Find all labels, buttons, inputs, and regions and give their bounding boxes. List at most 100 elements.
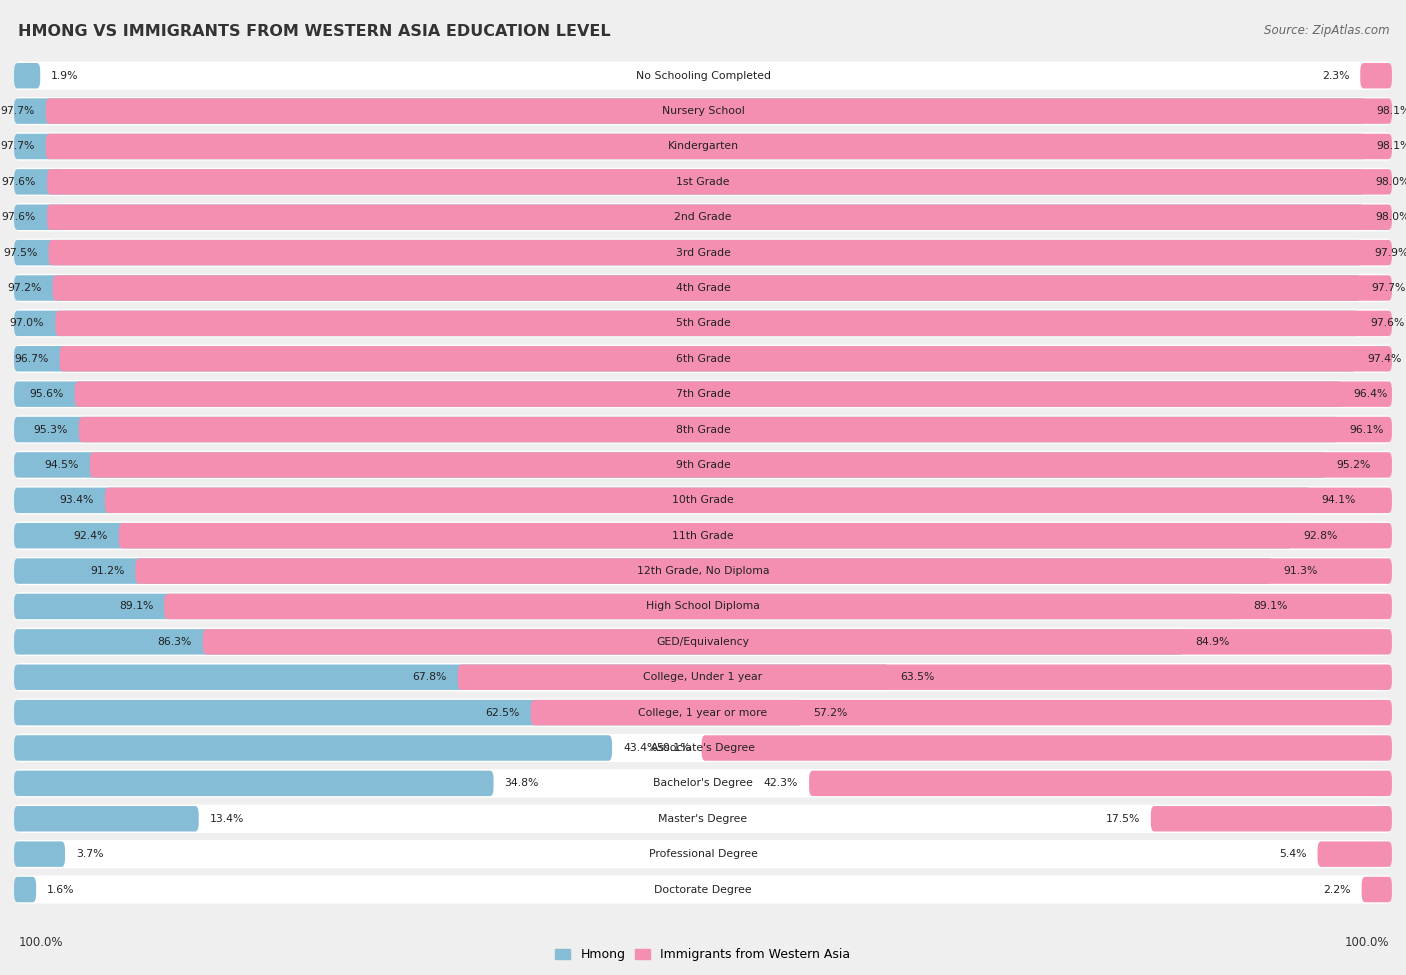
FancyBboxPatch shape — [14, 594, 1241, 619]
FancyBboxPatch shape — [14, 205, 1364, 230]
FancyBboxPatch shape — [14, 841, 65, 867]
Text: 95.3%: 95.3% — [34, 424, 67, 435]
Text: Bachelor's Degree: Bachelor's Degree — [652, 778, 754, 789]
Text: 97.6%: 97.6% — [1, 213, 37, 222]
FancyBboxPatch shape — [14, 806, 198, 832]
FancyBboxPatch shape — [14, 840, 1392, 869]
Text: 86.3%: 86.3% — [157, 637, 191, 646]
FancyBboxPatch shape — [14, 240, 1362, 265]
FancyBboxPatch shape — [46, 134, 1392, 159]
Text: College, 1 year or more: College, 1 year or more — [638, 708, 768, 718]
FancyBboxPatch shape — [1152, 806, 1392, 832]
Text: 97.0%: 97.0% — [10, 319, 45, 329]
FancyBboxPatch shape — [14, 557, 1392, 585]
Text: 2.2%: 2.2% — [1323, 884, 1351, 894]
Text: 2nd Grade: 2nd Grade — [675, 213, 731, 222]
FancyBboxPatch shape — [14, 700, 803, 725]
Text: 13.4%: 13.4% — [209, 814, 245, 824]
FancyBboxPatch shape — [14, 592, 1392, 621]
Text: 97.4%: 97.4% — [1367, 354, 1402, 364]
FancyBboxPatch shape — [52, 275, 1392, 300]
FancyBboxPatch shape — [14, 380, 1392, 409]
FancyBboxPatch shape — [14, 769, 1392, 798]
FancyBboxPatch shape — [14, 344, 1392, 372]
FancyBboxPatch shape — [46, 98, 1392, 124]
Text: 11th Grade: 11th Grade — [672, 530, 734, 541]
FancyBboxPatch shape — [14, 523, 1292, 548]
Text: Doctorate Degree: Doctorate Degree — [654, 884, 752, 894]
FancyBboxPatch shape — [202, 629, 1392, 654]
FancyBboxPatch shape — [1361, 877, 1392, 902]
Text: Associate's Degree: Associate's Degree — [651, 743, 755, 753]
Text: 12th Grade, No Diploma: 12th Grade, No Diploma — [637, 566, 769, 576]
FancyBboxPatch shape — [14, 876, 1392, 904]
Text: 62.5%: 62.5% — [485, 708, 520, 718]
FancyBboxPatch shape — [48, 240, 1392, 265]
FancyBboxPatch shape — [14, 168, 1392, 196]
FancyBboxPatch shape — [14, 98, 1365, 124]
FancyBboxPatch shape — [14, 274, 1392, 302]
Text: 95.6%: 95.6% — [30, 389, 63, 399]
FancyBboxPatch shape — [14, 311, 1358, 336]
FancyBboxPatch shape — [14, 665, 889, 690]
FancyBboxPatch shape — [48, 205, 1392, 230]
Text: 100.0%: 100.0% — [1344, 936, 1389, 949]
Text: 6th Grade: 6th Grade — [676, 354, 730, 364]
Text: 17.5%: 17.5% — [1105, 814, 1140, 824]
Text: 97.5%: 97.5% — [3, 248, 38, 257]
Text: 98.1%: 98.1% — [1376, 106, 1406, 116]
Text: 84.9%: 84.9% — [1195, 637, 1229, 646]
Text: No Schooling Completed: No Schooling Completed — [636, 71, 770, 81]
Text: 5.4%: 5.4% — [1279, 849, 1306, 859]
FancyBboxPatch shape — [531, 700, 1392, 725]
Text: 97.7%: 97.7% — [0, 106, 35, 116]
FancyBboxPatch shape — [14, 629, 1184, 654]
FancyBboxPatch shape — [14, 346, 1357, 371]
Text: 42.3%: 42.3% — [763, 778, 799, 789]
Text: 91.2%: 91.2% — [90, 566, 124, 576]
Text: 98.0%: 98.0% — [1375, 176, 1406, 187]
FancyBboxPatch shape — [14, 735, 612, 760]
Text: 97.2%: 97.2% — [7, 283, 42, 293]
FancyBboxPatch shape — [14, 381, 1343, 407]
Text: 7th Grade: 7th Grade — [676, 389, 730, 399]
Text: 4th Grade: 4th Grade — [676, 283, 730, 293]
Text: 3.7%: 3.7% — [76, 849, 104, 859]
FancyBboxPatch shape — [14, 169, 1364, 195]
FancyBboxPatch shape — [14, 770, 494, 797]
Text: 98.0%: 98.0% — [1375, 213, 1406, 222]
FancyBboxPatch shape — [14, 698, 1392, 726]
Text: GED/Equivalency: GED/Equivalency — [657, 637, 749, 646]
FancyBboxPatch shape — [14, 275, 1360, 300]
Text: 1.6%: 1.6% — [48, 884, 75, 894]
Text: 94.5%: 94.5% — [45, 460, 79, 470]
Text: 93.4%: 93.4% — [59, 495, 94, 505]
Text: HMONG VS IMMIGRANTS FROM WESTERN ASIA EDUCATION LEVEL: HMONG VS IMMIGRANTS FROM WESTERN ASIA ED… — [18, 24, 610, 39]
Text: 67.8%: 67.8% — [412, 672, 447, 682]
Text: 89.1%: 89.1% — [1253, 602, 1286, 611]
Text: Master's Degree: Master's Degree — [658, 814, 748, 824]
Text: 2.3%: 2.3% — [1322, 71, 1350, 81]
FancyBboxPatch shape — [14, 628, 1392, 656]
Text: 96.4%: 96.4% — [1354, 389, 1388, 399]
FancyBboxPatch shape — [48, 169, 1392, 195]
Text: Kindergarten: Kindergarten — [668, 141, 738, 151]
FancyBboxPatch shape — [14, 416, 1339, 443]
FancyBboxPatch shape — [14, 134, 1365, 159]
FancyBboxPatch shape — [1360, 63, 1392, 89]
Text: 96.7%: 96.7% — [14, 354, 48, 364]
FancyBboxPatch shape — [135, 559, 1392, 584]
Text: 98.1%: 98.1% — [1376, 141, 1406, 151]
FancyBboxPatch shape — [14, 804, 1392, 833]
FancyBboxPatch shape — [14, 452, 1326, 478]
FancyBboxPatch shape — [90, 452, 1392, 478]
Text: Nursery School: Nursery School — [662, 106, 744, 116]
Text: 96.1%: 96.1% — [1350, 424, 1384, 435]
Text: 89.1%: 89.1% — [120, 602, 153, 611]
FancyBboxPatch shape — [14, 415, 1392, 444]
FancyBboxPatch shape — [14, 877, 37, 902]
FancyBboxPatch shape — [118, 523, 1392, 548]
FancyBboxPatch shape — [14, 309, 1392, 337]
FancyBboxPatch shape — [105, 488, 1392, 513]
Text: 97.7%: 97.7% — [1371, 283, 1406, 293]
